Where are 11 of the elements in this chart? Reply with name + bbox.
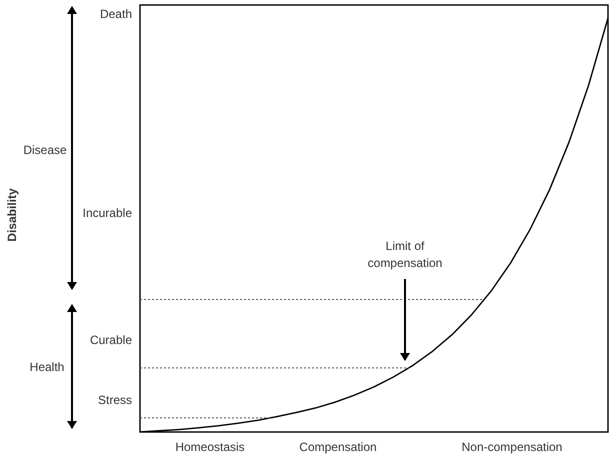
text: Curable <box>90 333 132 347</box>
annotation: Limit of compensation <box>368 239 442 270</box>
text: Compensation <box>299 440 377 454</box>
text: Incurable <box>82 206 132 220</box>
text: Disability <box>5 188 19 242</box>
text: Homeostasis <box>175 440 245 454</box>
text: Death <box>100 7 132 21</box>
text: Stress <box>98 393 132 407</box>
text: Non-compensation <box>462 440 562 454</box>
text: Health <box>30 360 64 374</box>
text: Disease <box>23 143 67 157</box>
